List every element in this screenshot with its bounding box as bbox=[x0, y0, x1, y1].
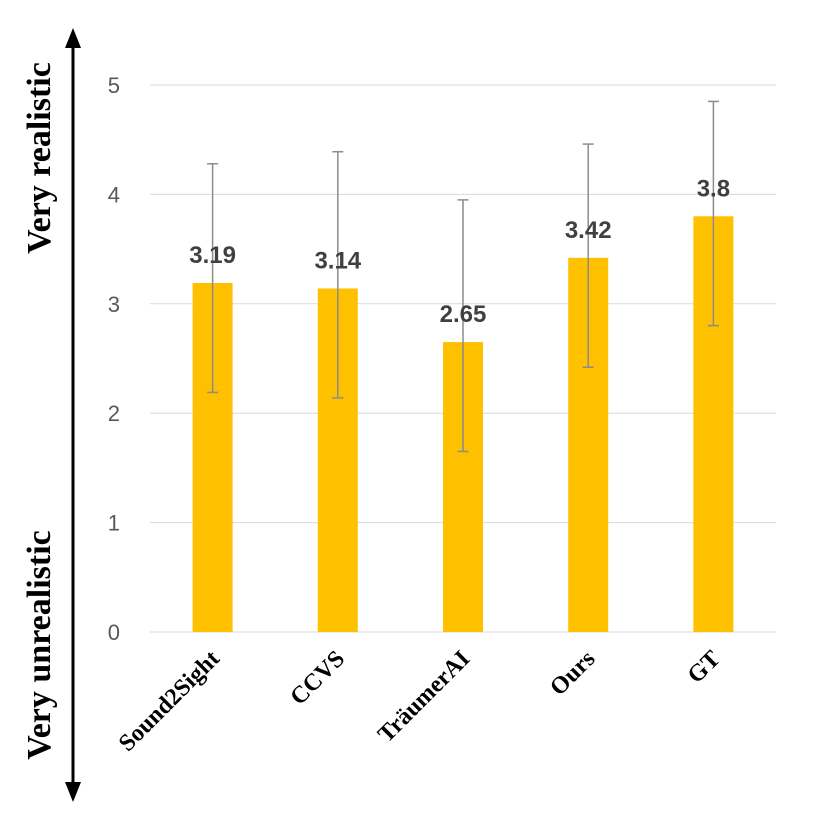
error-bar-3 bbox=[582, 143, 594, 369]
x-tick-label-3: Ours bbox=[545, 646, 600, 701]
y-tick-label: 0 bbox=[108, 620, 120, 645]
value-label-2: 2.65 bbox=[440, 301, 487, 328]
value-label-0: 3.19 bbox=[189, 242, 236, 269]
x-tick-label-4: GT bbox=[683, 646, 726, 689]
value-labels: 3.19 3.14 2.65 3.42 3.8 bbox=[189, 175, 730, 328]
y-tick-label: 5 bbox=[108, 73, 120, 98]
y-tick-label: 4 bbox=[108, 182, 120, 207]
value-label-3: 3.42 bbox=[565, 217, 612, 244]
x-axis-ticks: Sound2Sight CCVS TräumerAI Ours GT bbox=[114, 646, 726, 757]
x-tick-label-2: TräumerAI bbox=[373, 646, 475, 748]
error-bar-4 bbox=[707, 100, 719, 327]
value-label-1: 3.14 bbox=[314, 247, 361, 274]
realism-scale-arrow bbox=[65, 28, 81, 802]
arrow-head-down-icon bbox=[65, 782, 81, 802]
y-tick-label: 3 bbox=[108, 292, 120, 317]
value-label-4: 3.8 bbox=[697, 175, 730, 202]
y-tick-label: 1 bbox=[108, 511, 120, 536]
error-bar-0 bbox=[207, 163, 219, 394]
x-tick-label-0: Sound2Sight bbox=[114, 646, 225, 757]
x-tick-label-1: CCVS bbox=[285, 646, 350, 711]
y-axis-ticks: 0 1 2 3 4 5 bbox=[108, 73, 120, 645]
arrow-head-up-icon bbox=[65, 28, 81, 48]
side-label-top: Very realistic bbox=[21, 62, 58, 254]
y-tick-label: 2 bbox=[108, 401, 120, 426]
side-label-bottom: Very unrealistic bbox=[21, 530, 58, 759]
error-bars bbox=[207, 100, 719, 453]
error-bar-1 bbox=[332, 150, 344, 399]
error-bar-2 bbox=[457, 199, 469, 453]
